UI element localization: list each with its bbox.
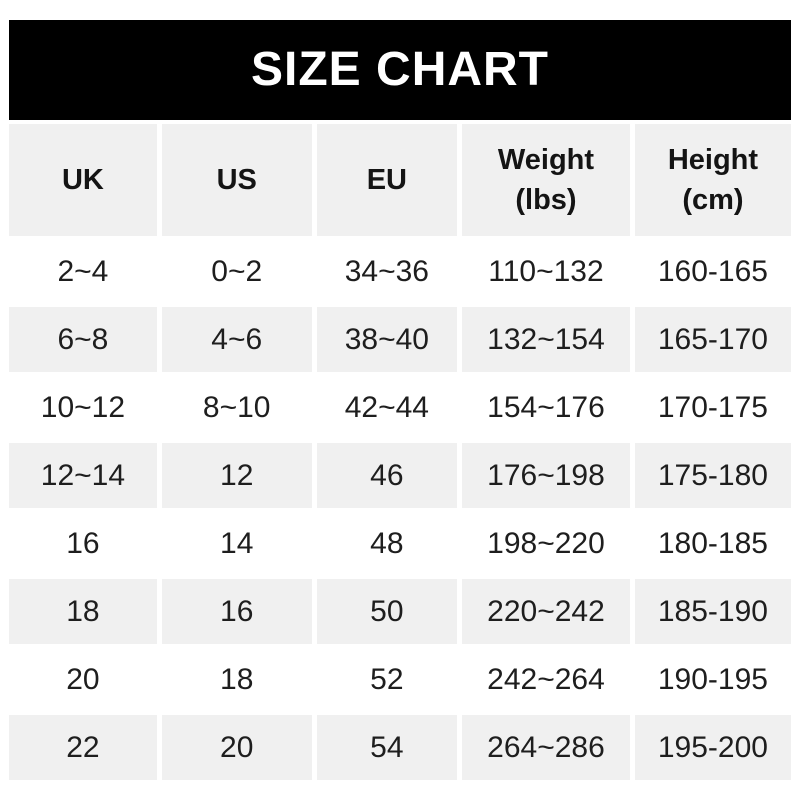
cell-uk: 10~12	[9, 372, 157, 440]
column-header-label: Height	[667, 143, 759, 176]
cell-height-cm: 175-180	[629, 440, 791, 508]
title-banner: SIZE CHART	[9, 20, 791, 120]
cell-uk: 2~4	[9, 236, 157, 304]
size-chart-table: UK US EU Weight (lbs) Height (cm) 2~4 0~2 34~36 1…	[9, 124, 791, 780]
cell-uk: 20	[9, 644, 157, 712]
table-body: 2~4 0~2 34~36 110~132 160-165 6~8 4~6 38~40 132~…	[9, 236, 791, 780]
cell-eu: 50	[311, 576, 458, 644]
cell-weight-lbs: 176~198	[457, 440, 630, 508]
column-header-eu: EU	[311, 124, 458, 236]
cell-eu: 38~40	[311, 304, 458, 372]
cell-us: 20	[156, 712, 312, 780]
column-header-unit: (lbs)	[515, 184, 577, 216]
cell-us: 4~6	[156, 304, 312, 372]
table-row: 6~8 4~6 38~40 132~154 165-170	[9, 304, 791, 372]
cell-us: 18	[156, 644, 312, 712]
cell-weight-lbs: 242~264	[457, 644, 630, 712]
table-row: 22 20 54 264~286 195-200	[9, 712, 791, 780]
cell-eu: 48	[311, 508, 458, 576]
column-header-label: EU	[366, 163, 407, 196]
column-header-label: Weight	[497, 143, 595, 176]
cell-uk: 18	[9, 576, 157, 644]
cell-eu: 52	[311, 644, 458, 712]
cell-weight-lbs: 198~220	[457, 508, 630, 576]
cell-weight-lbs: 132~154	[457, 304, 630, 372]
cell-eu: 54	[311, 712, 458, 780]
cell-weight-lbs: 220~242	[457, 576, 630, 644]
cell-eu: 42~44	[311, 372, 458, 440]
cell-uk: 6~8	[9, 304, 157, 372]
cell-height-cm: 185-190	[629, 576, 791, 644]
table-row: 16 14 48 198~220 180-185	[9, 508, 791, 576]
cell-uk: 12~14	[9, 440, 157, 508]
cell-weight-lbs: 110~132	[457, 236, 630, 304]
column-header-unit: (cm)	[682, 184, 744, 216]
table-row: 20 18 52 242~264 190-195	[9, 644, 791, 712]
cell-height-cm: 160-165	[629, 236, 791, 304]
cell-us: 16	[156, 576, 312, 644]
cell-weight-lbs: 154~176	[457, 372, 630, 440]
table-row: 10~12 8~10 42~44 154~176 170-175	[9, 372, 791, 440]
column-header-label: US	[216, 163, 257, 196]
column-header-height-cm: Height (cm)	[629, 124, 791, 236]
page-title: SIZE CHART	[251, 43, 549, 96]
cell-us: 12	[156, 440, 312, 508]
cell-eu: 34~36	[311, 236, 458, 304]
cell-weight-lbs: 264~286	[457, 712, 630, 780]
cell-us: 14	[156, 508, 312, 576]
cell-height-cm: 190-195	[629, 644, 791, 712]
table-row: 2~4 0~2 34~36 110~132 160-165	[9, 236, 791, 304]
cell-us: 8~10	[156, 372, 312, 440]
cell-height-cm: 170-175	[629, 372, 791, 440]
column-header-us: US	[156, 124, 312, 236]
cell-height-cm: 180-185	[629, 508, 791, 576]
table-row: 12~14 12 46 176~198 175-180	[9, 440, 791, 508]
cell-height-cm: 165-170	[629, 304, 791, 372]
table-row: 18 16 50 220~242 185-190	[9, 576, 791, 644]
cell-uk: 16	[9, 508, 157, 576]
cell-height-cm: 195-200	[629, 712, 791, 780]
table-header: UK US EU Weight (lbs) Height (cm)	[9, 124, 791, 236]
column-header-uk: UK	[9, 124, 157, 236]
column-header-weight-lbs: Weight (lbs)	[457, 124, 630, 236]
table-header-row: UK US EU Weight (lbs) Height (cm)	[9, 124, 791, 236]
cell-us: 0~2	[156, 236, 312, 304]
column-header-label: UK	[61, 163, 104, 196]
cell-eu: 46	[311, 440, 458, 508]
cell-uk: 22	[9, 712, 157, 780]
